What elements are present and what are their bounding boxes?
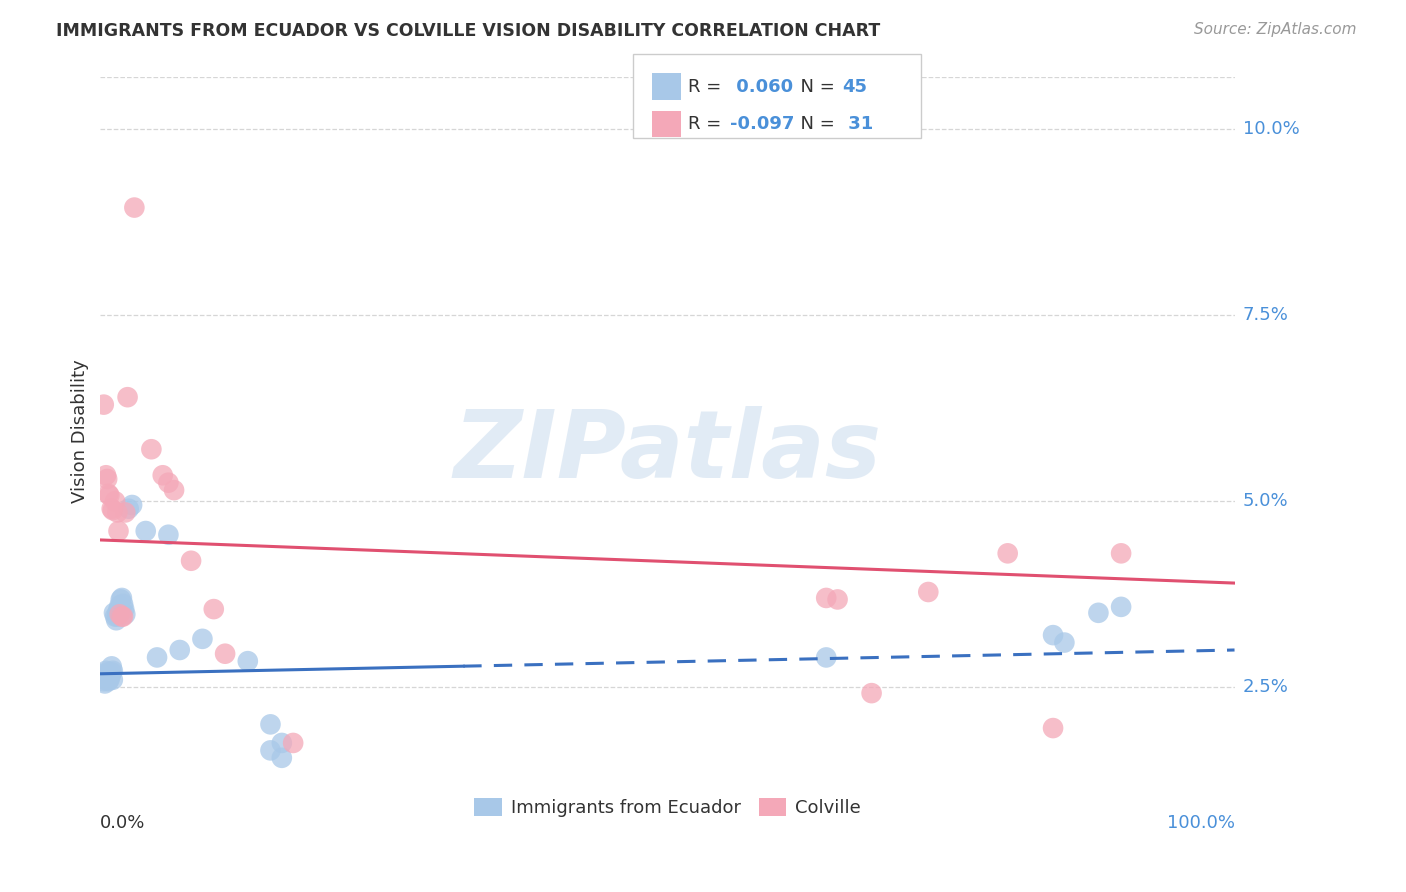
Point xyxy=(108,607,131,622)
Point xyxy=(107,524,129,538)
Point xyxy=(112,597,135,611)
Text: 10.0%: 10.0% xyxy=(1243,120,1299,138)
Point xyxy=(917,585,939,599)
Point xyxy=(169,643,191,657)
Point xyxy=(1109,546,1132,560)
Point xyxy=(135,524,157,538)
Point xyxy=(104,494,127,508)
Point xyxy=(118,501,141,516)
Point xyxy=(101,503,124,517)
Point xyxy=(860,686,883,700)
Point xyxy=(1087,606,1109,620)
Point xyxy=(114,607,136,622)
Text: 31: 31 xyxy=(842,115,873,133)
Text: R =: R = xyxy=(688,78,727,95)
Point xyxy=(98,673,121,687)
Text: Source: ZipAtlas.com: Source: ZipAtlas.com xyxy=(1194,22,1357,37)
Point xyxy=(1109,599,1132,614)
Text: N =: N = xyxy=(789,78,841,95)
Point xyxy=(236,654,259,668)
Point xyxy=(93,674,115,689)
Text: 2.5%: 2.5% xyxy=(1243,678,1289,696)
Point xyxy=(152,468,174,483)
Point xyxy=(146,650,169,665)
Point xyxy=(180,554,202,568)
Point xyxy=(1042,721,1064,735)
Point xyxy=(96,669,118,683)
Point xyxy=(108,599,131,613)
Point xyxy=(90,666,112,681)
Text: 45: 45 xyxy=(842,78,868,95)
Point xyxy=(163,483,186,497)
Point xyxy=(202,602,225,616)
Point xyxy=(1053,635,1076,649)
Point xyxy=(97,674,120,689)
Point xyxy=(98,488,121,502)
Point xyxy=(270,751,292,765)
Point xyxy=(270,736,292,750)
Point xyxy=(101,664,124,678)
Point xyxy=(259,743,281,757)
Point xyxy=(100,501,122,516)
Point xyxy=(214,647,236,661)
Point xyxy=(259,717,281,731)
Text: 5.0%: 5.0% xyxy=(1243,492,1288,510)
Point xyxy=(91,671,114,685)
Point xyxy=(107,602,129,616)
Point xyxy=(112,609,135,624)
Text: 7.5%: 7.5% xyxy=(1243,306,1289,325)
Text: -0.097: -0.097 xyxy=(730,115,794,133)
Text: N =: N = xyxy=(789,115,841,133)
Text: 0.0%: 0.0% xyxy=(100,814,146,832)
Legend: Immigrants from Ecuador, Colville: Immigrants from Ecuador, Colville xyxy=(467,790,868,824)
Point xyxy=(191,632,214,646)
Point xyxy=(94,676,117,690)
Point xyxy=(997,546,1019,560)
Point xyxy=(121,498,143,512)
Text: 100.0%: 100.0% xyxy=(1167,814,1234,832)
Point xyxy=(98,666,121,681)
Y-axis label: Vision Disability: Vision Disability xyxy=(72,359,89,502)
Point xyxy=(141,442,163,457)
Point xyxy=(100,665,122,680)
Point xyxy=(105,505,128,519)
Text: IMMIGRANTS FROM ECUADOR VS COLVILLE VISION DISABILITY CORRELATION CHART: IMMIGRANTS FROM ECUADOR VS COLVILLE VISI… xyxy=(56,22,880,40)
Point xyxy=(815,650,838,665)
Point xyxy=(100,669,122,683)
Point xyxy=(827,592,849,607)
Point xyxy=(114,505,136,519)
Point xyxy=(94,664,117,678)
Point xyxy=(105,606,128,620)
Point xyxy=(111,609,134,624)
Point xyxy=(94,673,117,687)
Point xyxy=(105,613,128,627)
Point xyxy=(101,673,124,687)
Point xyxy=(110,592,132,607)
Point xyxy=(815,591,838,605)
Point xyxy=(100,659,122,673)
Point xyxy=(112,602,135,616)
Point xyxy=(124,201,146,215)
Point xyxy=(97,487,120,501)
Text: R =: R = xyxy=(688,115,727,133)
Point xyxy=(94,468,117,483)
Point xyxy=(96,472,118,486)
Point xyxy=(117,390,139,404)
Point xyxy=(157,527,180,541)
Point xyxy=(103,606,125,620)
Point xyxy=(93,398,115,412)
Point xyxy=(111,591,134,605)
Point xyxy=(97,665,120,680)
Point xyxy=(283,736,305,750)
Point xyxy=(1042,628,1064,642)
Text: 0.060: 0.060 xyxy=(730,78,793,95)
Point xyxy=(157,475,180,490)
Point xyxy=(105,609,128,624)
Text: ZIPatlas: ZIPatlas xyxy=(453,406,882,498)
Point xyxy=(104,609,127,624)
